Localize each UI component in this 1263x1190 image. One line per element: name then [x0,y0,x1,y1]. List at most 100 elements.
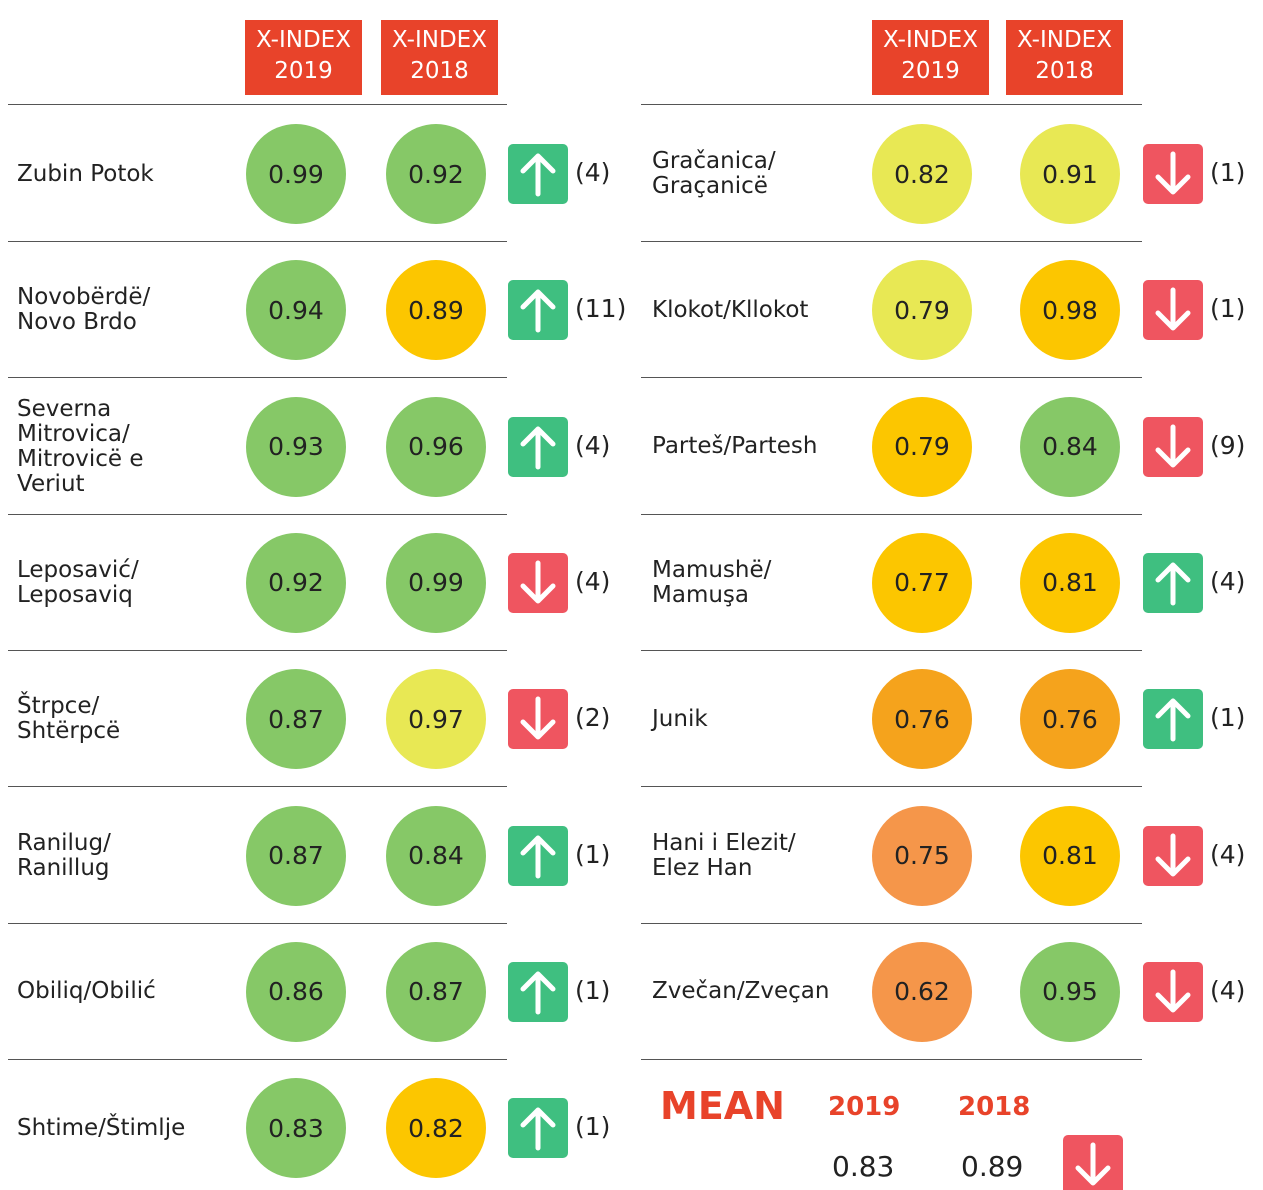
rank-change: (1) [575,1112,611,1142]
score-circle: 0.79 [872,260,972,361]
trend-arrow [508,689,568,750]
separator [8,104,507,105]
mean-title: MEAN [660,1084,785,1128]
arrow-icon [520,289,556,333]
row-name: Junik [652,705,708,732]
mean-year: 2018 [958,1092,1031,1122]
rank-change: (1) [1210,703,1246,733]
trend-arrow [1143,552,1203,613]
score-circle: 0.95 [1020,941,1120,1042]
header-cell: X-INDEX 2018 [381,20,498,95]
separator [641,649,1142,651]
row-name: Obiliq/Obilić [17,978,156,1005]
row-name: Gračanica/ Graçanicë [652,148,776,199]
trend-arrow [508,552,568,613]
rank-change: (9) [1210,430,1246,460]
arrow-icon [520,696,556,740]
trend-arrow [508,280,568,341]
rank-change: (4) [575,566,611,596]
score-circle: 0.87 [246,805,346,906]
trend-arrow [1063,1135,1123,1190]
row-name: Leposavić/ Leposaviq [17,556,139,608]
trend-arrow [1143,825,1203,886]
rank-change: (1) [575,839,611,869]
score-circle: 0.99 [246,124,346,224]
score-circle: 0.87 [246,669,346,770]
rank-change: (4) [575,430,611,460]
row-name: Novobërdë/ Novo Brdo [17,284,151,336]
arrow-icon [1155,969,1191,1013]
score-circle: 0.96 [386,396,486,497]
score-circle: 0.82 [872,124,972,224]
separator [8,1058,507,1060]
score-circle: 0.97 [386,669,486,770]
arrow-icon [1155,833,1191,876]
score-circle: 0.87 [386,941,486,1042]
score-circle: 0.62 [872,941,972,1042]
score-circle: 0.75 [872,805,972,906]
separator [8,786,507,788]
score-circle: 0.83 [246,1078,346,1179]
score-circle: 0.76 [872,669,972,770]
score-circle: 0.82 [386,1078,486,1179]
score-circle: 0.91 [1020,124,1120,224]
score-circle: 0.84 [1020,396,1120,497]
separator [641,1058,1142,1060]
trend-arrow [1143,416,1203,477]
rank-change: (4) [1210,566,1246,596]
score-circle: 0.98 [1020,260,1120,361]
arrow-icon [1155,424,1191,468]
header-cell: X-INDEX 2019 [245,20,362,95]
trend-arrow [1143,961,1203,1022]
row-name: Zubin Potok [17,160,154,187]
trend-arrow [508,825,568,886]
row-name: Severna Mitrovica/ Mitrovicë e Veriut [17,395,144,497]
score-circle: 0.81 [1020,532,1120,633]
row-name: Mamushë/ Mamuşa [652,556,772,608]
rank-change: (1) [1210,158,1246,187]
score-circle: 0.81 [1020,805,1120,906]
score-circle: 0.77 [872,532,972,633]
arrow-icon [520,426,556,470]
arrow-icon [1155,287,1191,331]
row-name: Parteš/Partesh [652,433,818,460]
score-circle: 0.89 [386,260,486,361]
header-cell: X-INDEX 2019 [872,20,989,95]
trend-arrow [1143,280,1203,341]
arrow-icon [520,835,556,878]
separator [641,241,1142,242]
row-name: Hani i Elezit/ Elez Han [652,829,796,881]
score-circle: 0.79 [872,396,972,497]
row-name: Zvečan/Zveçan [652,978,830,1005]
row-name: Ranilug/ Ranillug [17,829,111,881]
separator [8,241,507,242]
trend-arrow [508,1098,568,1159]
arrow-icon [520,560,556,604]
score-circle: 0.99 [386,532,486,633]
arrow-icon [520,971,556,1015]
arrow-icon [520,153,556,197]
rank-change: (2) [575,703,611,733]
score-circle: 0.76 [1020,669,1120,770]
score-circle: 0.84 [386,805,486,906]
score-circle: 0.86 [246,941,346,1042]
rank-change: (1) [1210,294,1246,324]
trend-arrow [508,416,568,477]
separator [8,377,507,379]
score-circle: 0.93 [246,396,346,497]
score-circle: 0.92 [386,124,486,224]
rank-change: (1) [575,975,611,1005]
separator [641,786,1142,788]
rank-change: (4) [1210,839,1246,869]
separator [8,922,507,924]
rank-change: (4) [1210,975,1246,1005]
arrow-icon [1075,1142,1111,1186]
header-cell: X-INDEX 2018 [1006,20,1123,95]
arrow-icon [1155,151,1191,195]
trend-arrow [1143,689,1203,750]
separator [8,513,507,515]
arrow-icon [1155,698,1191,742]
arrow-icon [520,1107,556,1151]
separator [641,104,1142,105]
mean-value: 0.89 [961,1150,1024,1183]
